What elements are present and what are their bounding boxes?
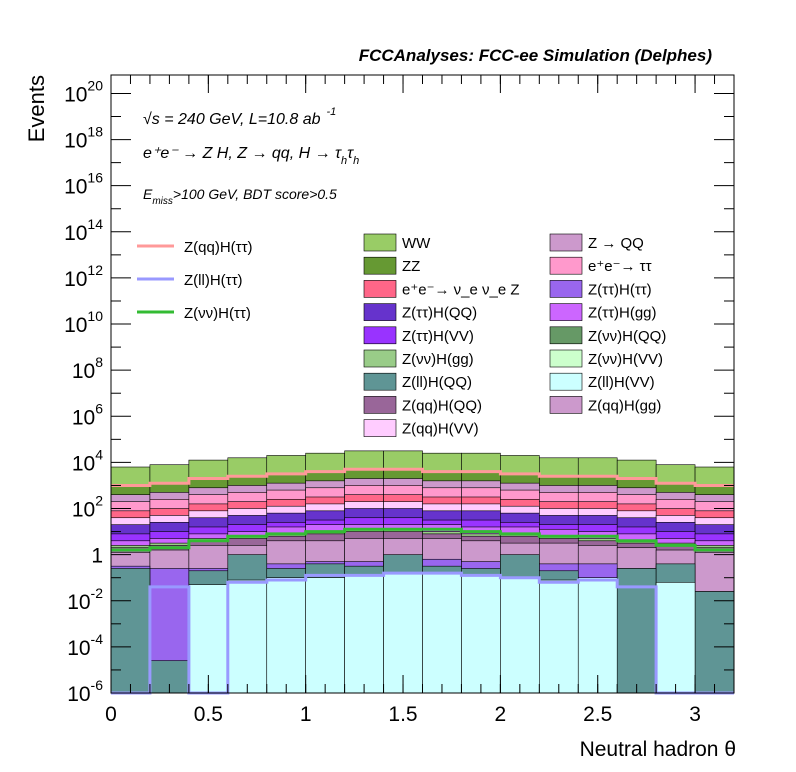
legend-label: Z(ττ)H(ττ): [588, 281, 652, 298]
legend-label: Z(ττ)H(QQ): [402, 305, 477, 322]
legend-swatch: [549, 372, 583, 391]
legend-swatch: [549, 233, 583, 252]
annotation-block: √s = 240 GeV, L=10.8 ab -1 e⁺e⁻ → Z H, Z …: [143, 106, 359, 207]
x-axis-label: Neutral hadron θ: [580, 738, 736, 761]
legend-label: Z(ττ)H(gg): [588, 305, 657, 322]
y-tick-label: 1018: [64, 124, 103, 153]
bar-z-ll-h-vv--bin-7: [383, 572, 423, 694]
stack-layer: [110, 450, 735, 694]
y-tick-label: 10-2: [67, 585, 103, 614]
legend-label: Z(qq)H(gg): [588, 397, 661, 414]
legend-swatch: [363, 372, 397, 391]
y-tick-label: 10-6: [67, 677, 103, 706]
legend-label: Z(ll)H(QQ): [402, 374, 472, 391]
annotation-cut: Emiss>100 GeV, BDT score>0.5: [143, 186, 337, 207]
legend-swatch: [363, 396, 397, 414]
bar-z-ll-h-vv--bin-12: [577, 577, 618, 694]
x-tick-label: 2.5: [583, 703, 612, 726]
bar-z-ll-h-vv--bin-14: [655, 582, 696, 694]
y-tick-label: 10-4: [67, 631, 103, 660]
legend-swatch: [363, 326, 397, 345]
bar-z-ll-h-vv--bin-6: [344, 575, 384, 694]
y-tick-label: 1014: [64, 216, 103, 245]
y-tick-label: 102: [72, 493, 103, 522]
y-tick-label: 106: [72, 400, 103, 429]
axes-layer: 0 0.5 1 1.5 2 2.5 3 10-6 10-4 10-2 1 102 104 106 108 10…: [64, 75, 735, 726]
bar-z-ll-h-vv--bin-3: [227, 579, 268, 694]
legend-swatch: [363, 419, 397, 437]
bar-z-ll-h-qq--bin-15: [694, 591, 735, 694]
legend-label: Z → QQ: [588, 235, 644, 252]
legend-swatch: [549, 280, 583, 298]
legend-swatch: [549, 256, 583, 275]
bar-z-ll-h-vv--bin-9: [461, 575, 501, 694]
legend-signal-label: Z(νν)H(ττ): [184, 305, 251, 322]
legend-swatch: [549, 326, 583, 345]
x-tick-label: 1: [300, 703, 312, 726]
legend-swatch: [363, 349, 397, 368]
bar-z-ll-h-vv--bin-8: [422, 572, 462, 694]
legend-swatch: [363, 233, 397, 252]
legend-label: Z(ττ)H(VV): [402, 328, 474, 345]
legend-label: Z(νν)H(QQ): [588, 328, 666, 345]
legend-signal-label: Z(ll)H(ττ): [184, 272, 243, 289]
bar-z-ll-h-vv--bin-11: [539, 579, 579, 694]
legend-label: Z(qq)H(QQ): [402, 397, 482, 414]
x-tick-label: 0.5: [194, 703, 223, 726]
legend-label: e⁺e⁻→ ττ: [588, 258, 652, 275]
legend-label: WW: [402, 235, 431, 252]
legend-label: e⁺e⁻→ ν_e ν_e Z: [402, 281, 520, 298]
legend-signal-label: Z(qq)H(ττ): [184, 239, 253, 256]
legend-swatch: [363, 303, 397, 321]
legend-label: Z(ll)H(VV): [588, 374, 655, 391]
legend-label: ZZ: [402, 258, 420, 275]
y-tick-label: 104: [72, 446, 103, 475]
y-axis-label: Events: [24, 75, 49, 142]
legend-swatch: [549, 396, 583, 414]
bar-z-ll-h-vv--bin-5: [305, 577, 345, 694]
y-tick-label: 1012: [64, 262, 103, 291]
y-tick-label: 1: [91, 545, 103, 568]
legend-swatch: [363, 256, 397, 275]
y-tick-label: 108: [72, 354, 103, 383]
y-tick-label: 1016: [64, 170, 103, 199]
annotation-sqrt-s: √s = 240 GeV, L=10.8 ab -1: [143, 106, 336, 128]
legend-label: Z(qq)H(VV): [402, 421, 479, 438]
bar-z-ll-h-vv--bin-10: [500, 577, 540, 694]
bar-z-ll-h-qq--bin-0: [110, 568, 151, 694]
legend-swatch: [549, 303, 583, 321]
chart-title: FCCAnalyses: FCC-ee Simulation (Delphes): [359, 46, 713, 65]
x-tick-label: 0: [105, 703, 117, 726]
x-tick-label: 2: [495, 703, 507, 726]
x-tick-label: 1.5: [388, 703, 417, 726]
signal-line-z-h-: [111, 527, 734, 552]
x-tick-label: 3: [689, 703, 701, 726]
legend-swatch: [549, 349, 583, 368]
legend-label: Z(νν)H(VV): [588, 351, 663, 368]
annotation-process: e⁺e⁻ → Z H, Z → qq, H → τhτh: [143, 145, 359, 167]
signal-line-z-qq-h-: [111, 467, 734, 487]
y-tick-label: 1020: [64, 77, 103, 106]
bar-z-ll-h-vv--bin-4: [266, 577, 306, 694]
legend: Z(qq)H(ττ) Z(ll)H(ττ) Z(νν)H(ττ) WW ZZ e⁺e⁻→ …: [137, 233, 666, 438]
legend-label: Z(νν)H(gg): [402, 351, 474, 368]
legend-swatch: [363, 280, 397, 298]
bar-z-ll-h-qq--bin-13: [616, 568, 657, 694]
y-tick-label: 1010: [64, 308, 103, 337]
